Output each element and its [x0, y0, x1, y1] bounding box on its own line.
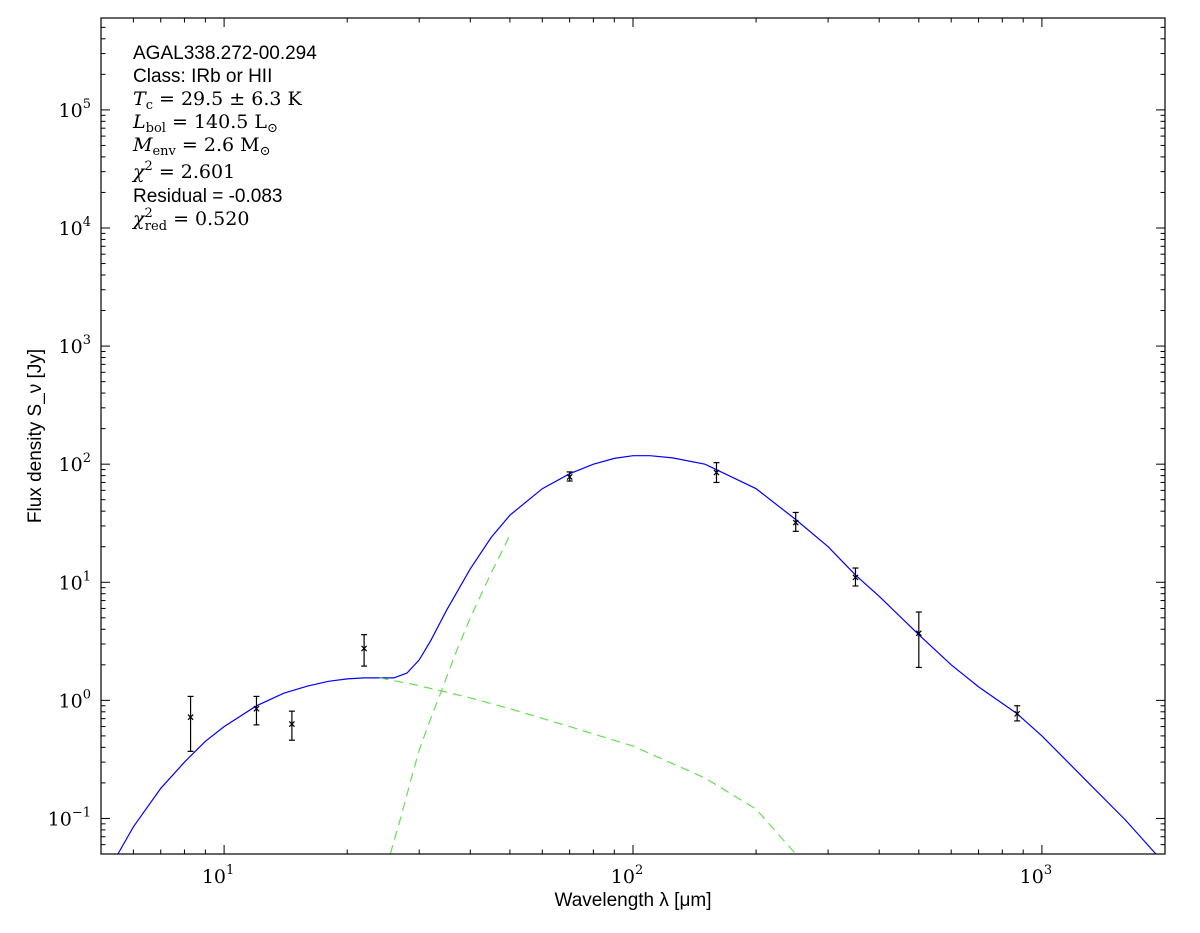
- data-point: [792, 511, 799, 532]
- x-marker: [566, 473, 573, 480]
- data-point: [288, 710, 295, 741]
- y-tick-label: 102: [59, 451, 91, 476]
- y-tick-label: 104: [59, 215, 91, 240]
- data-point: [253, 695, 260, 726]
- annotation-residual: Residual = -0.083: [133, 186, 282, 207]
- annotation-chi2red: χ2 red = 0.520: [131, 206, 249, 234]
- data-point: [361, 634, 368, 667]
- data-point: [713, 462, 720, 484]
- x-tick-label: 103: [1020, 863, 1052, 888]
- y-tick-label: 100: [59, 687, 91, 712]
- x-tick-label: 101: [202, 863, 234, 888]
- y-tick-label: 101: [59, 569, 91, 594]
- data-point: [566, 471, 573, 482]
- tick-labels: 101 102 103 10−1 100 101 102 103 104 105: [48, 97, 1053, 888]
- axis-ticks: [100, 17, 1166, 855]
- annotation-tc: Tc = 29.5 ± 6.3 K: [133, 88, 303, 113]
- x-marker: [915, 630, 922, 637]
- x-marker: [792, 519, 799, 526]
- fit-annotations: AGAL338.272-00.294 Class: IRb or HII Tc …: [131, 43, 317, 234]
- data-point: [1014, 705, 1021, 722]
- y-axis-label: Flux density S_ν [Jy]: [25, 349, 46, 523]
- x-marker: [187, 714, 194, 721]
- data-point: [852, 567, 859, 587]
- model-curves: [117, 455, 1157, 855]
- x-axis-label: Wavelength λ [μm]: [554, 890, 711, 911]
- annotation-chi2: χ2 = 2.601: [131, 159, 235, 183]
- y-tick-label: 103: [59, 333, 91, 358]
- y-tick-label: 10−1: [48, 805, 91, 830]
- annotation-menv: Menv = 2.6 M⊙: [132, 134, 271, 159]
- data-points: [187, 462, 1021, 752]
- curve-total: [117, 455, 1157, 855]
- annotation-source: AGAL338.272-00.294: [133, 43, 317, 64]
- data-point: [915, 611, 922, 669]
- curve-hot-component: [379, 677, 797, 855]
- x-marker: [361, 645, 368, 652]
- x-tick-label: 102: [611, 863, 643, 888]
- x-marker: [253, 705, 260, 712]
- annotation-class: Class: IRb or HII: [133, 66, 272, 87]
- plot-frame: [100, 17, 1166, 855]
- x-marker: [1014, 710, 1021, 717]
- curve-cold-component: [389, 535, 511, 855]
- y-tick-label: 105: [59, 97, 91, 122]
- annotation-lbol: Lbol = 140.5 L⊙: [132, 111, 278, 136]
- x-marker: [713, 469, 720, 476]
- x-marker: [852, 574, 859, 581]
- data-point: [187, 695, 194, 752]
- x-marker: [288, 721, 295, 728]
